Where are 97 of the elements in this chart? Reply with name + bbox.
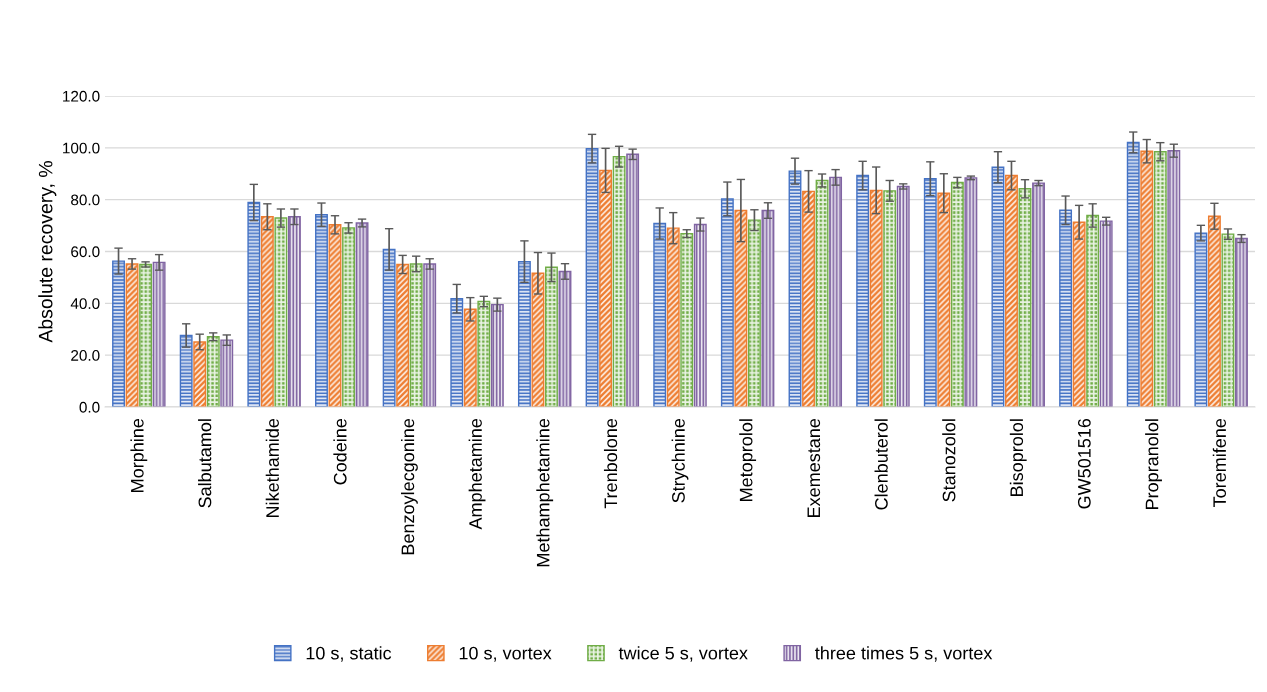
legend-label: 10 s, vortex bbox=[459, 646, 552, 662]
bar bbox=[1207, 215, 1221, 407]
x-tick-label: Stanozolol bbox=[942, 419, 956, 502]
bar bbox=[734, 209, 748, 407]
bar bbox=[1153, 151, 1167, 407]
bar bbox=[247, 201, 261, 407]
bar bbox=[680, 232, 694, 407]
bar bbox=[964, 177, 978, 407]
bar bbox=[1086, 214, 1100, 407]
x-tick-label: Morphine bbox=[130, 418, 148, 492]
bar bbox=[450, 297, 464, 407]
bar bbox=[125, 263, 139, 407]
bar bbox=[220, 339, 234, 407]
bar bbox=[666, 227, 680, 407]
x-tick-label: Benzoylecgonine bbox=[401, 418, 418, 555]
bar bbox=[1059, 209, 1073, 407]
x-tick-label: Bisoprolol bbox=[1009, 419, 1027, 496]
bar bbox=[531, 272, 545, 407]
bar bbox=[1194, 232, 1208, 407]
bar bbox=[883, 190, 897, 407]
y-tick-label: 100.0 bbox=[63, 142, 100, 154]
bar bbox=[463, 308, 477, 407]
bar bbox=[477, 300, 491, 407]
bar bbox=[626, 153, 640, 407]
bar bbox=[342, 227, 355, 407]
y-tick-label: 0.0 bbox=[79, 401, 100, 413]
bar bbox=[1005, 174, 1018, 407]
x-tick-label: Nikethamide bbox=[265, 418, 279, 517]
bar bbox=[1072, 221, 1086, 407]
bar bbox=[991, 166, 1005, 407]
bar bbox=[260, 216, 274, 407]
y-axis-title: Absolute recovery, % bbox=[38, 161, 57, 343]
y-tick-label: 60.0 bbox=[71, 246, 100, 258]
x-tick-label: Clenbuterol bbox=[874, 419, 888, 510]
bar bbox=[179, 334, 193, 407]
bar bbox=[328, 224, 342, 407]
bar bbox=[1221, 233, 1235, 407]
bar bbox=[490, 303, 504, 407]
bar bbox=[829, 176, 843, 407]
bar bbox=[112, 260, 125, 407]
bar bbox=[355, 222, 369, 407]
bar bbox=[423, 263, 437, 407]
bar bbox=[869, 189, 883, 407]
bar bbox=[1099, 220, 1113, 407]
legend-label: twice 5 s, vortex bbox=[618, 646, 748, 662]
bar bbox=[409, 263, 423, 407]
bar bbox=[545, 266, 558, 407]
bar bbox=[802, 190, 815, 407]
bar bbox=[396, 263, 410, 407]
bar bbox=[1235, 237, 1248, 407]
y-tick-label: 40.0 bbox=[70, 298, 100, 310]
x-tick-label: Methamphetamine bbox=[536, 418, 554, 567]
bar bbox=[382, 248, 396, 407]
bar bbox=[653, 222, 667, 407]
bar bbox=[923, 177, 937, 407]
bar bbox=[1140, 150, 1154, 407]
legend-label: 10 s, static bbox=[306, 646, 392, 662]
bar bbox=[896, 185, 910, 407]
bar bbox=[585, 147, 599, 407]
bar bbox=[206, 336, 220, 407]
bar bbox=[950, 181, 964, 407]
x-tick-label: Trenbolone bbox=[603, 418, 618, 509]
y-tick-label: 80.0 bbox=[71, 194, 100, 206]
x-tick-label: Toremifene bbox=[1212, 418, 1227, 508]
bar bbox=[152, 261, 166, 407]
bar bbox=[287, 216, 301, 407]
bar bbox=[693, 223, 707, 407]
bar bbox=[517, 260, 531, 407]
bar bbox=[1167, 149, 1181, 407]
x-tick-label: Propranolol bbox=[1145, 419, 1162, 509]
bar bbox=[815, 179, 829, 407]
bar bbox=[856, 174, 870, 407]
bar bbox=[599, 169, 613, 407]
x-tick-label: Codeine bbox=[333, 418, 347, 485]
x-tick-label: Exemestane bbox=[807, 418, 821, 517]
x-tick-label: Salbutamol bbox=[198, 419, 212, 508]
y-tick-label: 120.0 bbox=[63, 90, 100, 102]
bar bbox=[1032, 182, 1045, 407]
bar bbox=[761, 209, 775, 407]
bar bbox=[139, 263, 153, 407]
bar bbox=[558, 270, 572, 407]
bar bbox=[274, 217, 288, 407]
bar bbox=[612, 155, 626, 407]
x-tick-label: Strychnine bbox=[671, 418, 689, 503]
bar bbox=[193, 341, 207, 407]
x-tick-label: GW501516 bbox=[1077, 418, 1091, 509]
bar bbox=[1126, 141, 1140, 407]
legend-label: three times 5 s, vortex bbox=[815, 646, 993, 662]
y-tick-label: 20.0 bbox=[71, 350, 100, 361]
bar bbox=[747, 219, 761, 407]
bar bbox=[720, 198, 734, 407]
bar bbox=[1018, 188, 1032, 407]
bar bbox=[937, 192, 951, 407]
x-tick-label: Amphetamine bbox=[468, 418, 486, 530]
bar bbox=[788, 170, 802, 407]
bar bbox=[315, 214, 328, 407]
x-tick-label: Metoprolol bbox=[739, 419, 757, 501]
